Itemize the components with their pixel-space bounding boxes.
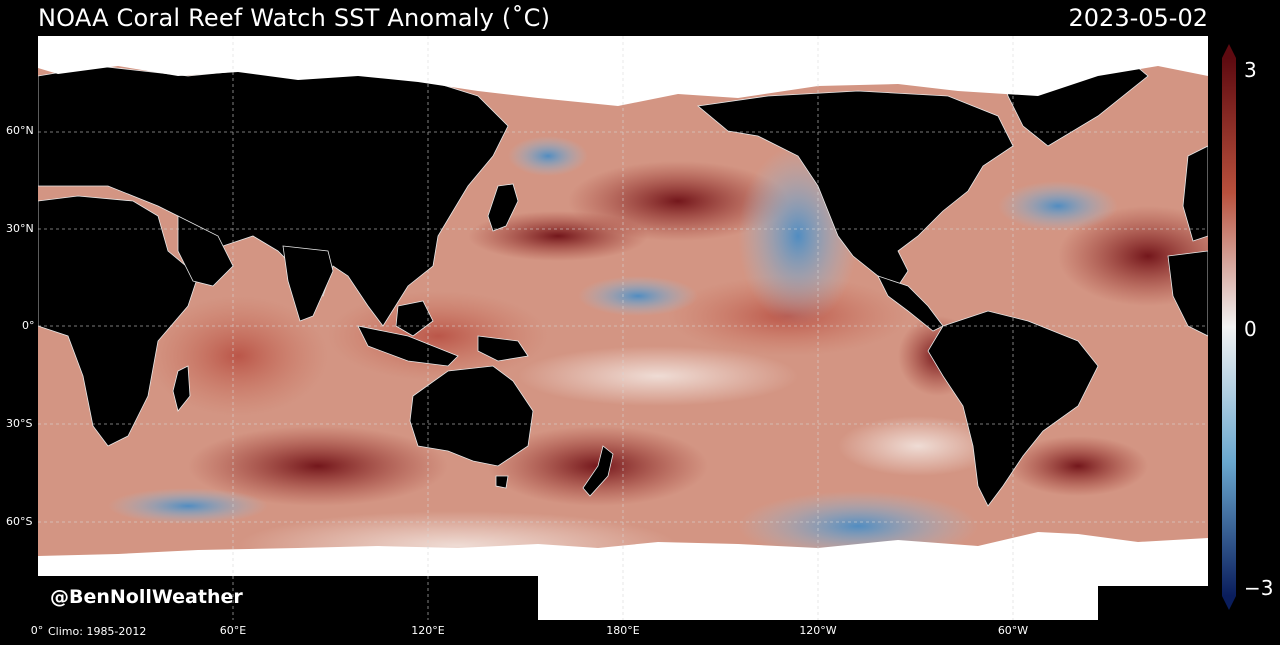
antarctic-black <box>38 576 538 620</box>
australia-land <box>409 365 534 467</box>
lat-label-30s: 30°S <box>6 417 33 430</box>
colorbar-top-arrow <box>1222 44 1236 58</box>
japan-land <box>487 183 519 232</box>
sst-anomaly-map <box>38 36 1208 620</box>
climo-note: Climo: 1985-2012 <box>48 625 147 638</box>
lon-label-0: 0° <box>30 624 44 637</box>
colorbar <box>1222 44 1236 610</box>
arctic-ice <box>38 36 1208 106</box>
map-date: 2023-05-02 <box>1068 4 1208 32</box>
colorbar-mid-label: 0 <box>1244 317 1257 341</box>
lon-label-60w: 60°W <box>997 624 1029 637</box>
africa-wrap-land <box>1167 250 1208 337</box>
colorbar-body <box>1222 58 1236 596</box>
lat-label-60n: 60°N <box>6 124 34 137</box>
madagascar-land <box>172 365 191 412</box>
lon-label-60e: 60°E <box>219 624 247 637</box>
arabia-land <box>177 215 234 287</box>
africa-land <box>38 195 199 447</box>
map-title: NOAA Coral Reef Watch SST Anomaly (˚C) <box>38 4 551 32</box>
antarctic-black-east <box>1098 586 1208 620</box>
india-land <box>282 245 334 322</box>
new-guinea-land <box>477 335 529 362</box>
central-america-land <box>877 275 944 332</box>
indonesia-land <box>357 325 459 367</box>
graticule <box>38 36 1208 620</box>
lon-label-180e: 180°E <box>606 624 640 637</box>
colorbar-min-label: −3 <box>1244 576 1274 600</box>
eurasia-land <box>38 65 509 327</box>
new-zealand-land <box>582 445 614 497</box>
credit-handle: @BenNollWeather <box>50 586 243 608</box>
lat-label-30n: 30°N <box>6 222 34 235</box>
lon-label-120w: 120°W <box>799 624 837 637</box>
europe-west-land <box>1182 145 1208 242</box>
colorbar-max-label: 3 <box>1244 58 1257 82</box>
lon-label-120e: 120°E <box>411 624 445 637</box>
borneo-land <box>395 300 434 337</box>
colorbar-bottom-arrow <box>1222 596 1236 610</box>
lat-label-60s: 60°S <box>6 515 33 528</box>
tasmania-land <box>495 475 509 489</box>
land <box>38 50 1208 507</box>
north-america-land <box>697 90 1014 287</box>
lat-label-0: 0° <box>22 319 35 332</box>
